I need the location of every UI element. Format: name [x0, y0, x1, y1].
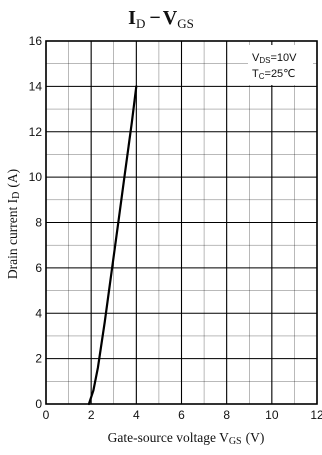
chart-title: ID − VGS — [128, 7, 194, 31]
series-layer — [87, 85, 138, 406]
series-line-1 — [87, 85, 138, 406]
y-tick-label: 6 — [35, 261, 42, 275]
x-tick-label: 0 — [43, 408, 50, 422]
x-tick-label: 6 — [178, 408, 185, 422]
y-axis-label: Drain current ID(A) — [5, 169, 22, 279]
conditions-box-bg — [248, 45, 313, 85]
y-tick-label: 12 — [29, 125, 43, 139]
x-tick-labels: 0 2 4 6 8 10 12 — [43, 408, 322, 422]
x-tick-label: 4 — [133, 408, 140, 422]
y-tick-label: 16 — [29, 34, 43, 48]
y-tick-label: 10 — [29, 170, 43, 184]
plot-frame — [45, 40, 318, 405]
x-tick-label: 12 — [310, 408, 322, 422]
plot-border — [45, 40, 318, 405]
y-tick-label: 14 — [29, 79, 43, 93]
x-tick-label: 2 — [88, 408, 95, 422]
x-axis-label: Gate-source voltage VGS (V) — [108, 430, 265, 447]
x-tick-label: 10 — [265, 408, 279, 422]
y-tick-labels: 0 2 4 6 8 10 12 14 16 — [29, 34, 43, 411]
x-tick-label: 8 — [223, 408, 230, 422]
y-tick-label: 8 — [35, 216, 42, 230]
y-tick-label: 0 — [35, 397, 42, 411]
conditions-box: VDS=10V TC=25℃ — [248, 45, 313, 85]
y-tick-label: 4 — [35, 306, 42, 320]
condition-vds: VDS=10V — [252, 52, 297, 65]
condition-tc: TC=25℃ — [252, 68, 296, 81]
y-tick-label: 2 — [35, 352, 42, 366]
